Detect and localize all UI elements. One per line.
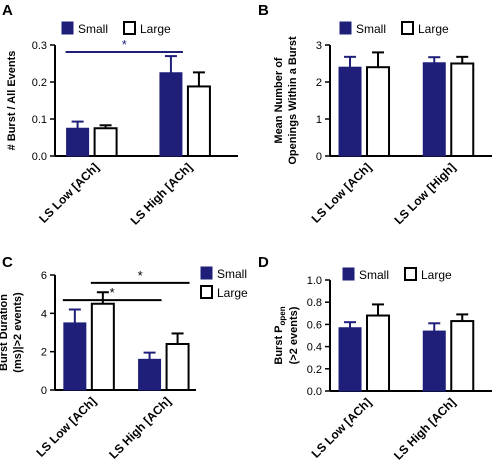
- panel-c-y-tick-label: 4: [41, 308, 47, 320]
- panel-d-legend-label-small: Small: [359, 268, 389, 282]
- panel-d-legend-swatch-large: [404, 267, 417, 281]
- panel-a-legend-swatch-large: [123, 21, 136, 35]
- panel-a-y-label: # Burst / All Events: [6, 51, 18, 151]
- panel-c-bar-small-2: [138, 358, 162, 391]
- panel-a-legend-label-large: Large: [140, 22, 171, 36]
- panel-d-bar-large-2: [450, 320, 475, 393]
- panel-d-y-tick-label: 0.0: [307, 386, 322, 398]
- panel-c-significance-star: *: [110, 285, 115, 300]
- panel-d-category-label: LS High [ACh]: [391, 395, 458, 462]
- panel-d-y-tick-label: 0.6: [307, 319, 322, 331]
- panel-c-y-tick-label: 6: [41, 270, 47, 282]
- panel-c-legend-label-large: Large: [217, 286, 248, 300]
- panel-c-y-label-line: Burst Duration: [0, 294, 10, 371]
- panel-c-y-label: Burst Duration (ms)|>2 events): [0, 292, 24, 373]
- panel-a-y-tick-label: 0.1: [32, 114, 47, 126]
- panel-letter-b: B: [258, 2, 269, 19]
- panel-b-y-tick-label: 3: [316, 40, 322, 52]
- panel-letter-a: A: [2, 2, 13, 19]
- panel-b-bar-large-1: [366, 66, 391, 157]
- panel-d-bar-small-2: [422, 330, 446, 392]
- panel-c-bar-large-2: [165, 343, 190, 391]
- panel-b-bar-small-1: [338, 66, 362, 157]
- panel-a-y-tick-label: 0.0: [32, 151, 47, 163]
- panel-a-bar-small-1: [66, 127, 90, 157]
- panel-d-y-tick-label: 0.4: [307, 342, 322, 354]
- panel-d-y-label: Burst Popen (>2 events): [273, 306, 300, 364]
- panel-b-category-label: LS Low [ACh]: [309, 160, 375, 226]
- panel-b-y-tick-label: 0: [316, 151, 322, 163]
- panel-a-bar-large-1: [93, 127, 118, 157]
- panel-b-legend-label-small: Small: [356, 22, 386, 36]
- panel-b-y-label: Mean Number of Openings Within a Burst: [273, 36, 299, 165]
- panel-b-legend-swatch-small: [339, 21, 352, 35]
- panel-c-bar-large-1: [90, 302, 115, 391]
- panel-a-bar-small-2: [159, 72, 183, 157]
- panel-b-legend-swatch-large: [401, 21, 414, 35]
- panel-d-y-tick-label: 1.0: [307, 275, 322, 287]
- panel-a-category-label: LS Low [ACh]: [36, 160, 102, 226]
- panel-d-y-label-line: Burst Popen: [273, 306, 287, 364]
- panel-b-bar-small-2: [422, 62, 446, 157]
- panel-d-legend-label-large: Large: [421, 268, 452, 282]
- panel-c-legend-swatch-large: [200, 285, 213, 299]
- panel-b-y-label-line: Mean Number of: [273, 57, 285, 144]
- panel-letter-c: C: [2, 254, 13, 271]
- panel-c-bar-small-1: [63, 322, 87, 391]
- panel-a-significance-star: *: [122, 37, 127, 52]
- panel-c-significance-star: *: [138, 268, 143, 283]
- panel-b-category-label: LS Low [High]: [391, 160, 458, 227]
- panel-d-legend-swatch-small: [342, 267, 355, 281]
- panel-c-legend-swatch-small: [200, 266, 213, 280]
- panel-a-category-label: LS High [ACh]: [128, 160, 195, 227]
- panel-b-y-tick-label: 1: [316, 114, 322, 126]
- panel-d-y-label-line: (>2 events): [288, 306, 300, 364]
- panel-b-legend-label-large: Large: [418, 22, 449, 36]
- panel-d-category-label: LS Low [ACh]: [309, 395, 375, 461]
- panel-d-y-tick-label: 0.2: [307, 364, 322, 376]
- panel-b-y-label-line: Openings Within a Burst: [287, 36, 299, 165]
- panel-d-y-tick-label: 0.8: [307, 297, 322, 309]
- panel-a-legend-swatch-small: [61, 21, 74, 35]
- panel-a-legend-label-small: Small: [78, 22, 108, 36]
- panel-a-y-tick-label: 0.2: [32, 77, 47, 89]
- panel-c-y-tick-label: 0: [41, 385, 47, 397]
- panel-d-bar-small-1: [338, 327, 362, 392]
- panel-letter-d: D: [258, 254, 269, 271]
- panel-b-bar-large-2: [450, 62, 475, 157]
- panel-a-y-tick-label: 0.3: [32, 40, 47, 52]
- panel-c-category-label: LS Low [ACh]: [33, 394, 99, 460]
- panel-c-y-tick-label: 2: [41, 347, 47, 359]
- panel-a-bar-large-2: [186, 85, 211, 157]
- panel-c-y-label-line: (ms)|>2 events): [12, 292, 24, 373]
- panel-b-y-tick-label: 2: [316, 77, 322, 89]
- panel-c-category-label: LS High [ACh]: [106, 394, 173, 461]
- panel-d-bar-large-1: [366, 314, 391, 392]
- panel-c-legend-label-small: Small: [217, 267, 247, 281]
